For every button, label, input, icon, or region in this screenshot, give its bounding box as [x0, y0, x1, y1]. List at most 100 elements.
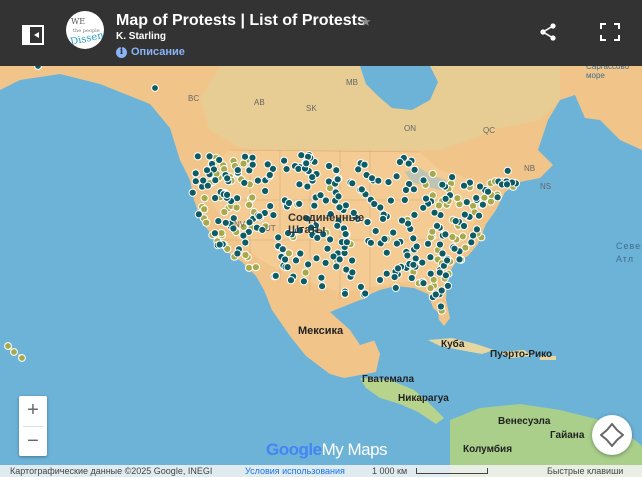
protest-marker[interactable]: [400, 195, 409, 205]
protest-marker[interactable]: [335, 255, 344, 264]
protest-marker[interactable]: [321, 196, 330, 205]
protest-marker[interactable]: [386, 196, 395, 205]
protest-marker[interactable]: [316, 191, 325, 200]
protest-marker[interactable]: [410, 210, 419, 219]
protest-marker[interactable]: [200, 194, 209, 203]
protest-marker[interactable]: [462, 198, 471, 207]
share-button[interactable]: [538, 22, 558, 42]
protest-marker[interactable]: [326, 210, 335, 219]
protest-marker[interactable]: [248, 153, 257, 162]
protest-marker[interactable]: [303, 214, 312, 223]
protest-marker[interactable]: [478, 200, 487, 209]
protest-marker[interactable]: [436, 302, 445, 311]
protest-marker[interactable]: [301, 268, 310, 277]
protest-marker[interactable]: [434, 201, 443, 210]
protest-marker[interactable]: [188, 188, 197, 197]
protest-marker[interactable]: [441, 271, 450, 280]
protest-marker[interactable]: [332, 262, 341, 271]
protest-marker[interactable]: [239, 159, 248, 168]
protest-marker[interactable]: [223, 174, 232, 183]
protest-marker[interactable]: [474, 211, 484, 220]
protest-marker[interactable]: [265, 170, 274, 180]
protest-marker[interactable]: [324, 161, 334, 171]
protest-marker[interactable]: [284, 249, 293, 258]
protest-marker[interactable]: [342, 238, 351, 247]
protest-marker[interactable]: [393, 264, 403, 273]
protest-marker[interactable]: [229, 214, 238, 223]
protest-marker[interactable]: [248, 193, 257, 202]
protest-marker[interactable]: [215, 240, 224, 249]
protest-marker[interactable]: [278, 245, 287, 254]
protest-marker[interactable]: [239, 222, 248, 232]
protest-marker[interactable]: [335, 203, 344, 212]
protest-marker[interactable]: [221, 218, 230, 227]
protest-marker[interactable]: [438, 249, 447, 258]
protest-marker[interactable]: [356, 282, 365, 291]
protest-marker[interactable]: [419, 279, 428, 288]
protest-marker[interactable]: [380, 234, 389, 244]
star-icon[interactable]: ★: [360, 14, 372, 29]
protest-marker[interactable]: [407, 273, 416, 283]
toggle-sidebar-button[interactable]: [21, 24, 45, 46]
keyboard-shortcuts-link[interactable]: Быстрые клавиши: [547, 466, 624, 476]
protest-marker[interactable]: [302, 159, 311, 168]
protest-marker[interactable]: [312, 254, 321, 263]
protest-marker[interactable]: [205, 152, 214, 161]
protest-marker[interactable]: [194, 210, 203, 219]
protest-marker[interactable]: [421, 194, 431, 203]
protest-marker[interactable]: [232, 203, 241, 212]
protest-marker[interactable]: [245, 200, 254, 209]
protest-marker[interactable]: [211, 193, 220, 203]
protest-marker[interactable]: [223, 190, 232, 199]
protest-marker[interactable]: [430, 208, 439, 217]
protest-marker[interactable]: [193, 152, 202, 161]
protest-marker[interactable]: [282, 165, 291, 174]
protest-marker[interactable]: [366, 238, 375, 247]
protest-marker[interactable]: [269, 211, 278, 220]
protest-marker[interactable]: [426, 269, 435, 278]
protest-marker[interactable]: [202, 218, 211, 227]
protest-marker[interactable]: [191, 169, 200, 178]
description-link[interactable]: i Описание: [116, 46, 185, 58]
protest-marker[interactable]: [151, 84, 159, 92]
protest-marker[interactable]: [472, 193, 481, 202]
protest-marker[interactable]: [412, 242, 421, 251]
protest-marker[interactable]: [360, 160, 369, 169]
protest-marker[interactable]: [435, 240, 445, 249]
protest-marker[interactable]: [281, 255, 290, 264]
protest-marker[interactable]: [441, 230, 450, 239]
protest-marker[interactable]: [271, 271, 280, 280]
protest-marker[interactable]: [437, 286, 446, 295]
protest-marker[interactable]: [453, 194, 462, 203]
protest-marker[interactable]: [323, 244, 332, 253]
protest-marker[interactable]: [210, 229, 219, 238]
protest-marker[interactable]: [382, 248, 391, 257]
protest-marker[interactable]: [357, 185, 366, 194]
protest-marker[interactable]: [18, 354, 26, 362]
protest-marker[interactable]: [211, 176, 220, 185]
protest-marker[interactable]: [214, 217, 223, 226]
protest-marker[interactable]: [397, 216, 407, 225]
protest-marker[interactable]: [384, 178, 393, 187]
protest-marker[interactable]: [460, 210, 469, 219]
protest-marker[interactable]: [441, 194, 450, 203]
protest-marker[interactable]: [451, 217, 460, 226]
protest-marker[interactable]: [349, 208, 358, 217]
protest-marker[interactable]: [341, 230, 350, 239]
protest-marker[interactable]: [240, 178, 249, 187]
protest-marker[interactable]: [248, 160, 257, 169]
protest-marker[interactable]: [313, 233, 322, 242]
protest-marker[interactable]: [428, 169, 437, 178]
protest-marker[interactable]: [483, 187, 493, 196]
protest-marker[interactable]: [370, 199, 379, 209]
protest-marker[interactable]: [450, 244, 459, 253]
protest-marker[interactable]: [251, 263, 260, 272]
protest-marker[interactable]: [244, 263, 254, 272]
protest-marker[interactable]: [4, 342, 12, 350]
protest-marker[interactable]: [432, 221, 442, 230]
protest-marker[interactable]: [326, 235, 335, 244]
protest-marker[interactable]: [486, 197, 495, 206]
protest-marker[interactable]: [354, 165, 363, 174]
protest-marker[interactable]: [419, 176, 428, 185]
